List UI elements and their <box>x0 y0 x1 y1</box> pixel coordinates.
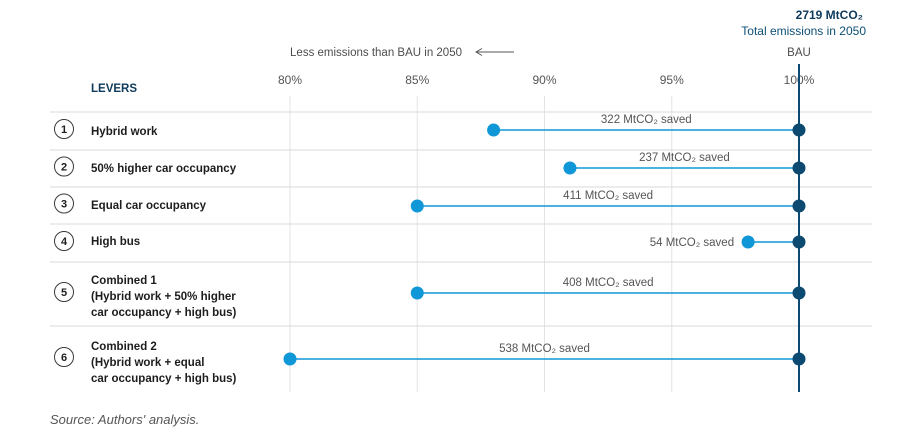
row-separators <box>50 111 872 327</box>
saved-label: 237 MtCO₂ saved <box>639 152 730 164</box>
row-number-badge <box>54 156 74 177</box>
gridlines <box>289 96 673 392</box>
bau-point <box>792 123 806 137</box>
lever-label-line: 50% higher car occupancy <box>91 163 237 175</box>
lever-row: 4 High bus 54 MtCO₂ saved <box>54 231 806 251</box>
row-number: 1 <box>61 124 67 136</box>
lever-label: 50% higher car occupancy <box>91 163 237 175</box>
row-number-badge <box>54 119 74 139</box>
total-emissions-label: Total emissions in 2050 <box>741 24 866 38</box>
source-note: Source: Authors' analysis. <box>50 412 200 427</box>
saved-label: 408 MtCO₂ saved <box>563 277 654 289</box>
lever-label: Combined 2 (Hybrid work + equal car occupa… <box>91 341 237 385</box>
lever-rows: 1 Hybrid work 322 MtCO₂ saved 2 50% higher c… <box>54 114 806 385</box>
lever-point <box>410 286 424 300</box>
x-tick-label: 85% <box>405 73 429 87</box>
lever-label: Equal car occupancy <box>91 200 207 212</box>
bau-point <box>792 199 806 213</box>
lever-point <box>283 352 297 366</box>
saved-label: 411 MtCO₂ saved <box>563 190 653 202</box>
direction-note: Less emissions than BAU in 2050 <box>290 47 462 59</box>
lever-point <box>563 161 577 175</box>
lever-label: Combined 1 (Hybrid work + 50% higher car o… <box>91 275 237 319</box>
lever-label-line: (Hybrid work + equal <box>91 357 204 369</box>
lever-label-line: Equal car occupancy <box>91 200 207 212</box>
x-tick-label: 90% <box>532 73 556 87</box>
x-tick-label: 95% <box>660 73 684 87</box>
bau-point <box>792 161 806 175</box>
lever-label-line: Hybrid work <box>91 126 158 138</box>
bau-point <box>792 352 806 366</box>
lever-point <box>741 235 755 249</box>
bau-point <box>792 286 806 300</box>
row-number: 3 <box>61 199 67 211</box>
row-number: 2 <box>61 162 67 174</box>
x-axis-ticks: 80%85%90%95%100% <box>278 73 815 87</box>
lever-label-line: car occupancy + high bus) <box>91 373 237 385</box>
bau-point <box>792 235 806 249</box>
lever-point <box>410 199 424 213</box>
lever-label: High bus <box>91 236 140 248</box>
lever-row: 6 Combined 2 (Hybrid work + equal car occup… <box>54 341 806 385</box>
total-emissions-value: 2719 MtCO₂ <box>796 8 863 22</box>
lever-label-line: (Hybrid work + 50% higher <box>91 291 236 303</box>
saved-label: 538 MtCO₂ saved <box>499 343 590 355</box>
lever-row: 3 Equal car occupancy 411 MtCO₂ saved <box>54 190 806 214</box>
row-number-badge <box>54 193 74 214</box>
saved-label: 54 MtCO₂ saved <box>650 237 734 249</box>
bau-label: BAU <box>787 47 811 59</box>
row-number: 4 <box>61 236 68 248</box>
row-number-badge <box>54 231 74 251</box>
lever-row: 5 Combined 1 (Hybrid work + 50% higher car … <box>54 275 806 319</box>
lever-point <box>487 123 501 137</box>
lever-label-line: Combined 2 <box>91 341 157 353</box>
levers-header: LEVERS <box>91 83 137 95</box>
row-number-badge <box>54 347 74 367</box>
lever-row: 1 Hybrid work 322 MtCO₂ saved <box>54 114 806 139</box>
lever-label-line: Combined 1 <box>91 275 157 287</box>
lever-label: Hybrid work <box>91 126 158 138</box>
saved-label: 322 MtCO₂ saved <box>601 114 692 126</box>
row-number: 5 <box>61 287 67 299</box>
lever-label-line: High bus <box>91 236 140 248</box>
chart: 2719 MtCO₂ Total emissions in 2050 Less … <box>50 8 872 392</box>
row-number: 6 <box>61 352 67 364</box>
lever-label-line: car occupancy + high bus) <box>91 307 237 319</box>
row-number-badge <box>54 282 74 302</box>
x-tick-label: 80% <box>278 73 302 87</box>
left-arrow-icon <box>475 48 514 56</box>
lever-row: 2 50% higher car occupancy 237 MtCO₂ saved <box>54 152 806 177</box>
